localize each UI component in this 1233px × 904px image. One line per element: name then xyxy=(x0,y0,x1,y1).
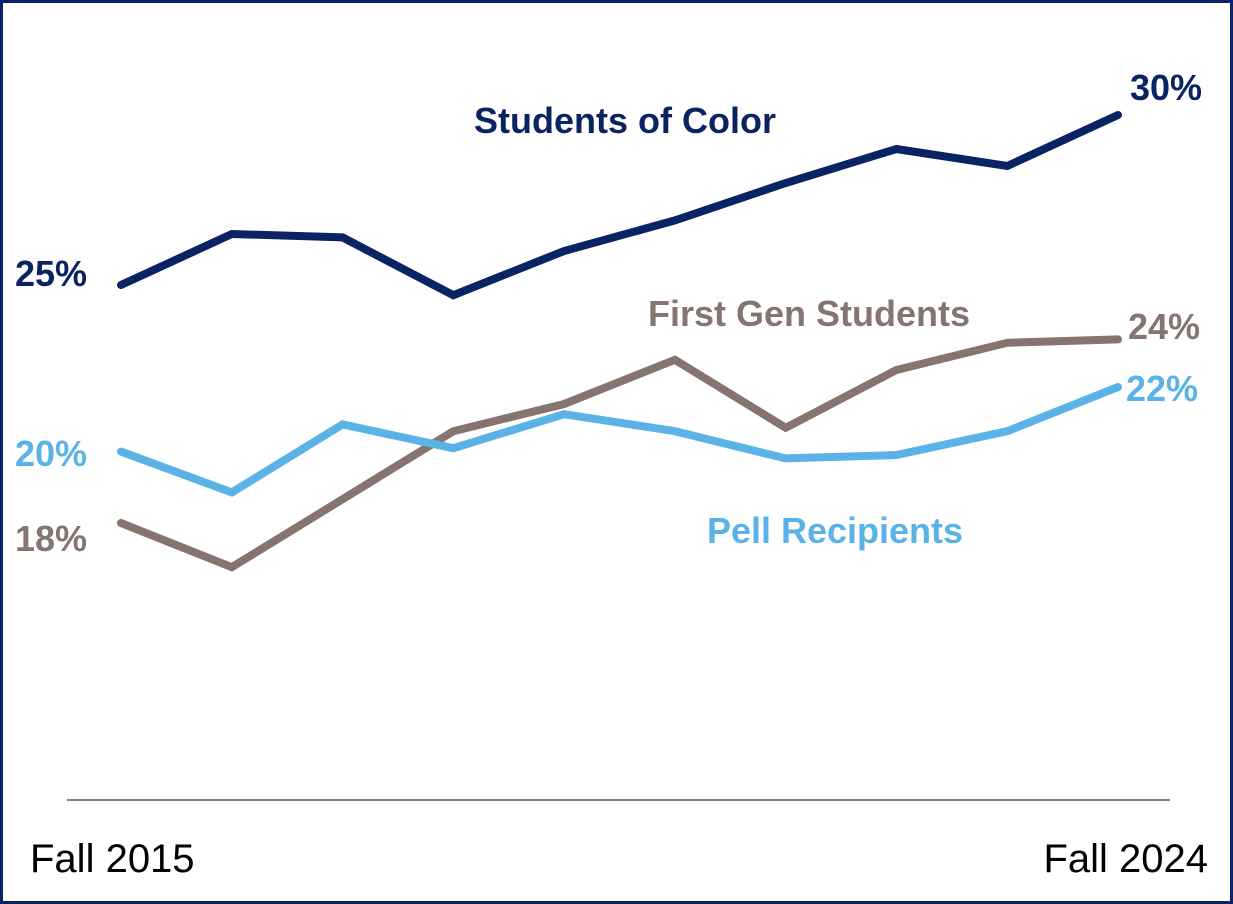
end-label-students-of-color: 30% xyxy=(1130,67,1202,108)
start-label-pell-recipients: 20% xyxy=(15,433,87,474)
series-line-first-gen-students xyxy=(117,335,1122,572)
series-line-pell-recipients xyxy=(117,383,1122,497)
series-name-students-of-color: Students of Color xyxy=(474,100,776,141)
series-name-first-gen-students: First Gen Students xyxy=(648,293,970,334)
x-tick-label-end: Fall 2024 xyxy=(1043,837,1208,881)
end-label-pell-recipients: 22% xyxy=(1126,368,1198,409)
start-label-first-gen-students: 18% xyxy=(15,518,87,559)
x-tick-label-start: Fall 2015 xyxy=(30,837,195,881)
series-line-students-of-color xyxy=(117,111,1122,300)
end-label-first-gen-students: 24% xyxy=(1128,306,1200,347)
series-name-pell-recipients: Pell Recipients xyxy=(707,510,963,551)
start-label-students-of-color: 25% xyxy=(15,253,87,294)
